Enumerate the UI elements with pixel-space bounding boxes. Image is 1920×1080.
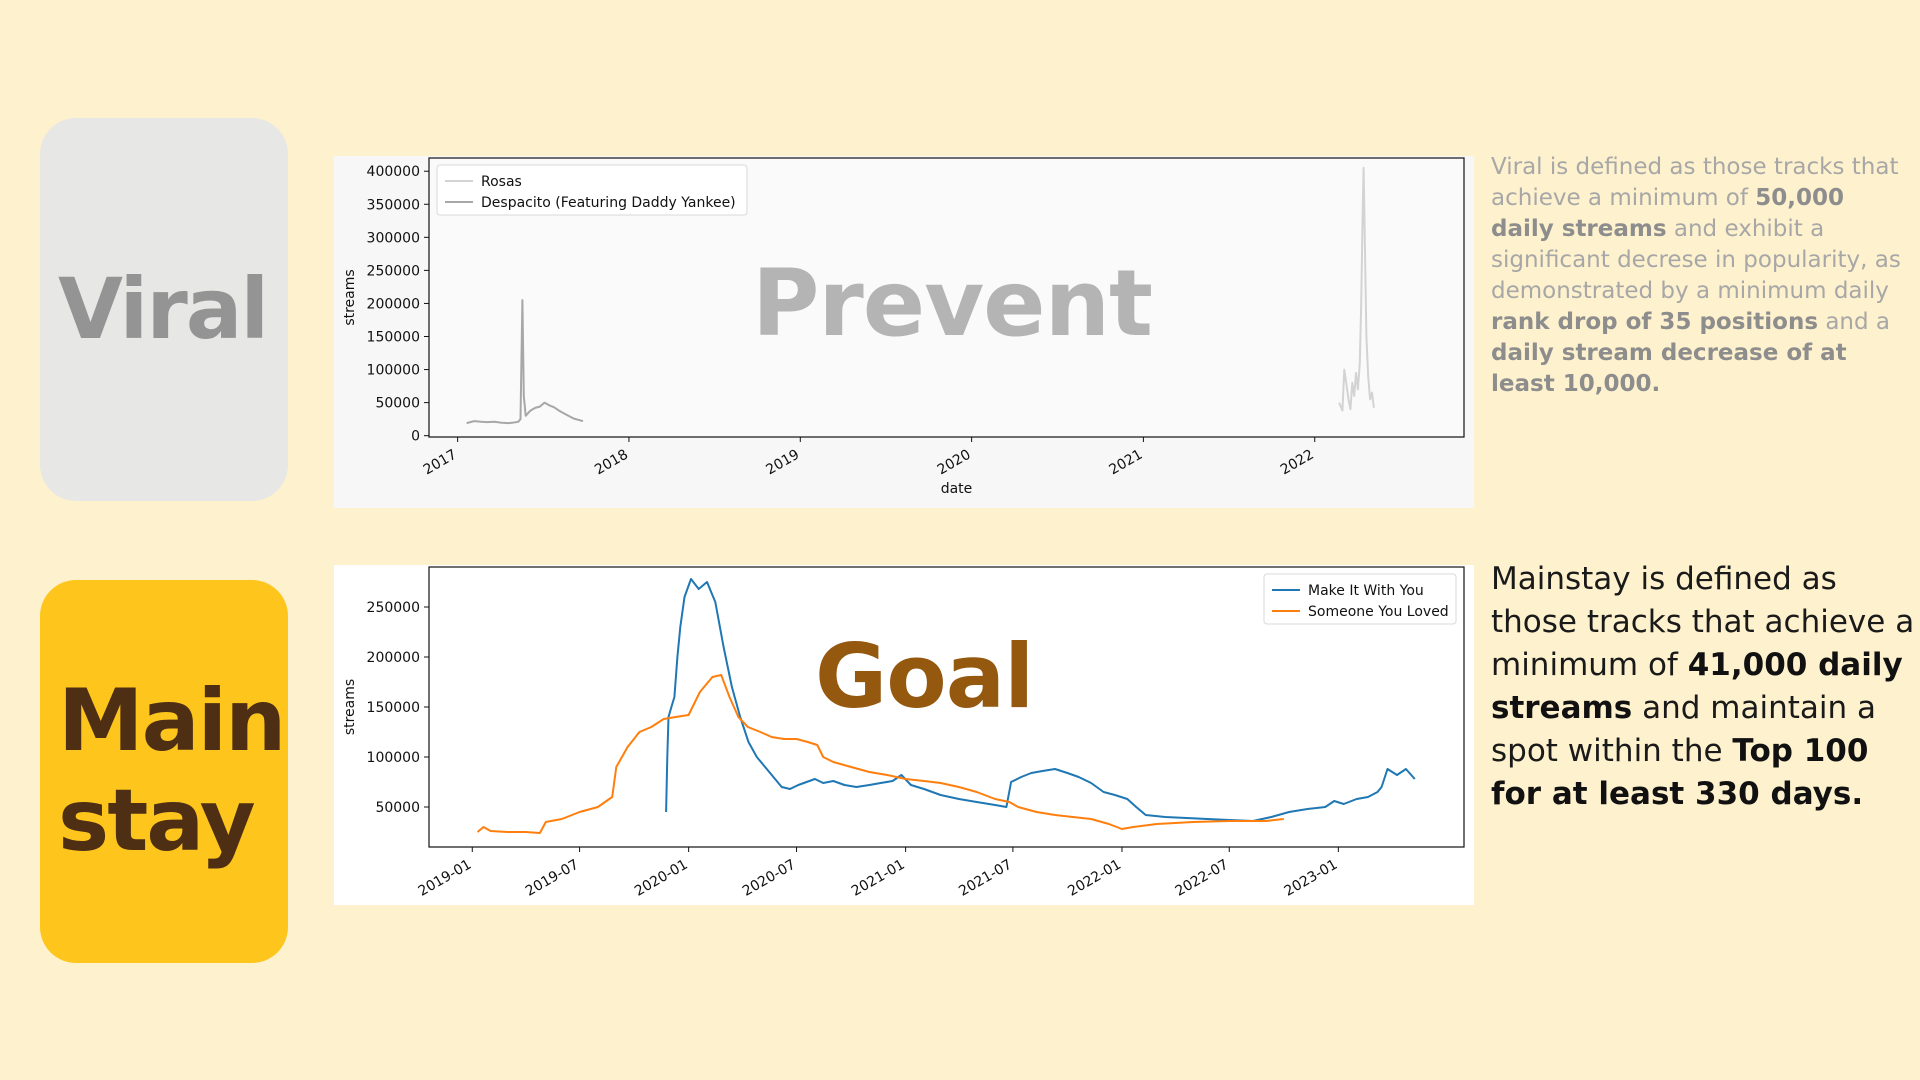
x-axis-label-0: date xyxy=(941,481,973,497)
legend-box-1 xyxy=(1263,573,1457,625)
viral-chart: 0 50000 100000 150000 200000 250000 300000 3500… xyxy=(342,157,1465,497)
x-tick-label-1-4: 2021-01 xyxy=(849,857,908,900)
x-tick-label-0-0: 2017 xyxy=(421,447,460,479)
viral-desc-bold-2: rank drop of 35 positions xyxy=(1491,309,1819,335)
y-tick-label-1-3: 200000 xyxy=(367,650,420,666)
y-tick-label-0-7: 350000 xyxy=(367,197,420,213)
y-tick-label-0-0: 0 xyxy=(411,429,420,445)
x-tick-label-1-8: 2023-01 xyxy=(1282,857,1341,900)
x-tick-label-0-1: 2018 xyxy=(592,447,631,479)
mainstay-description: Mainstay is defined as those tracks that… xyxy=(1491,558,1916,816)
x-tick-label-1-1: 2019-07 xyxy=(523,857,582,900)
y-tick-label-1-1: 100000 xyxy=(367,750,420,766)
x-tick-label-1-5: 2021-07 xyxy=(956,857,1015,900)
x-tick-label-1-2: 2020-01 xyxy=(632,857,691,900)
legend-box-0 xyxy=(436,164,748,216)
mainstay-desc-text-2: and maintain a spot within the xyxy=(1491,690,1877,769)
y-axis-label-1: streams xyxy=(342,679,358,735)
legend-label-0-1: Despacito (Featuring Daddy Yankee) xyxy=(481,195,736,211)
mainstay-card: Main stay xyxy=(40,580,288,963)
mainstay-chart: 50000 100000 150000 200000 250000 2019-01 2019… xyxy=(342,566,1465,900)
x-tick-label-1-6: 2022-01 xyxy=(1065,857,1124,900)
viral-chart-panel: 0 50000 100000 150000 200000 250000 300000 3500… xyxy=(334,156,1474,508)
viral-desc-text-3: and a xyxy=(1818,309,1891,335)
series-line-1-0 xyxy=(665,578,1416,822)
x-tick-label-0-2: 2019 xyxy=(763,447,802,479)
goal-overlay-text: Goal xyxy=(815,625,1034,728)
plot-frame-0 xyxy=(428,157,1465,438)
viral-description: Viral is defined as those tracks that ac… xyxy=(1491,152,1911,400)
x-tick-label-0-3: 2020 xyxy=(935,447,974,479)
y-axis-label-0: streams xyxy=(342,269,358,325)
y-tick-label-0-8: 400000 xyxy=(367,164,420,180)
x-tick-label-1-0: 2019-01 xyxy=(416,857,475,900)
y-tick-label-0-2: 100000 xyxy=(367,363,420,379)
x-tick-label-0-4: 2021 xyxy=(1107,447,1146,479)
viral-desc-text-1: Viral is defined as those tracks that ac… xyxy=(1491,154,1899,211)
viral-desc-bold-3: daily stream decrease of at least 10,000… xyxy=(1491,340,1847,397)
y-tick-label-1-4: 250000 xyxy=(367,600,420,616)
mainstay-card-label: Main stay xyxy=(58,670,286,871)
x-tick-label-1-3: 2020-07 xyxy=(740,857,799,900)
mainstay-desc-bold-2: Top 100 for at least 330 days. xyxy=(1491,733,1869,812)
y-tick-label-0-1: 50000 xyxy=(375,396,420,412)
y-tick-label-0-3: 150000 xyxy=(367,330,420,346)
viral-card: Viral xyxy=(40,118,288,501)
y-tick-label-1-0: 50000 xyxy=(375,800,420,816)
legend-label-1-1: Someone You Loved xyxy=(1308,604,1449,620)
series-line-0-0 xyxy=(1338,166,1375,412)
viral-card-label: Viral xyxy=(58,259,269,358)
mainstay-desc-text-1: Mainstay is defined as those tracks that… xyxy=(1491,561,1915,683)
series-line-1-1 xyxy=(476,674,1284,834)
y-tick-label-1-2: 150000 xyxy=(367,700,420,716)
x-tick-label-1-7: 2022-07 xyxy=(1173,857,1232,900)
x-tick-label-0-5: 2022 xyxy=(1278,447,1317,479)
y-tick-label-0-5: 250000 xyxy=(367,263,420,279)
y-tick-label-0-6: 300000 xyxy=(367,230,420,246)
y-tick-label-0-4: 200000 xyxy=(367,296,420,312)
viral-desc-text-2: and exhibit a significant decrese in pop… xyxy=(1491,216,1901,304)
mainstay-chart-panel: 50000 100000 150000 200000 250000 2019-01 2019… xyxy=(334,565,1474,905)
legend-label-0-0: Rosas xyxy=(481,174,522,190)
prevent-overlay-text: Prevent xyxy=(752,250,1153,357)
viral-desc-bold-1: 50,000 daily streams xyxy=(1491,185,1845,242)
series-line-0-1 xyxy=(466,299,584,425)
legend-label-1-0: Make It With You xyxy=(1308,583,1424,599)
mainstay-desc-bold-1: 41,000 daily streams xyxy=(1491,647,1903,726)
